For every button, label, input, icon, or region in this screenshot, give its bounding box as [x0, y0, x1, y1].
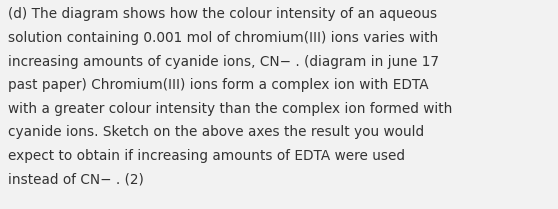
- Text: instead of CN− . (2): instead of CN− . (2): [8, 173, 144, 187]
- Text: cyanide ions. Sketch on the above axes the result you would: cyanide ions. Sketch on the above axes t…: [8, 125, 424, 139]
- Text: past paper) Chromium(III) ions form a complex ion with EDTA: past paper) Chromium(III) ions form a co…: [8, 78, 429, 92]
- Text: solution containing 0.001 mol of chromium(III) ions varies with: solution containing 0.001 mol of chromiu…: [8, 31, 438, 45]
- Text: increasing amounts of cyanide ions, CN− . (diagram in june 17: increasing amounts of cyanide ions, CN− …: [8, 55, 439, 69]
- Text: with a greater colour intensity than the complex ion formed with: with a greater colour intensity than the…: [8, 102, 452, 116]
- Text: expect to obtain if increasing amounts of EDTA were used: expect to obtain if increasing amounts o…: [8, 149, 405, 163]
- Text: (d) The diagram shows how the colour intensity of an aqueous: (d) The diagram shows how the colour int…: [8, 7, 437, 21]
